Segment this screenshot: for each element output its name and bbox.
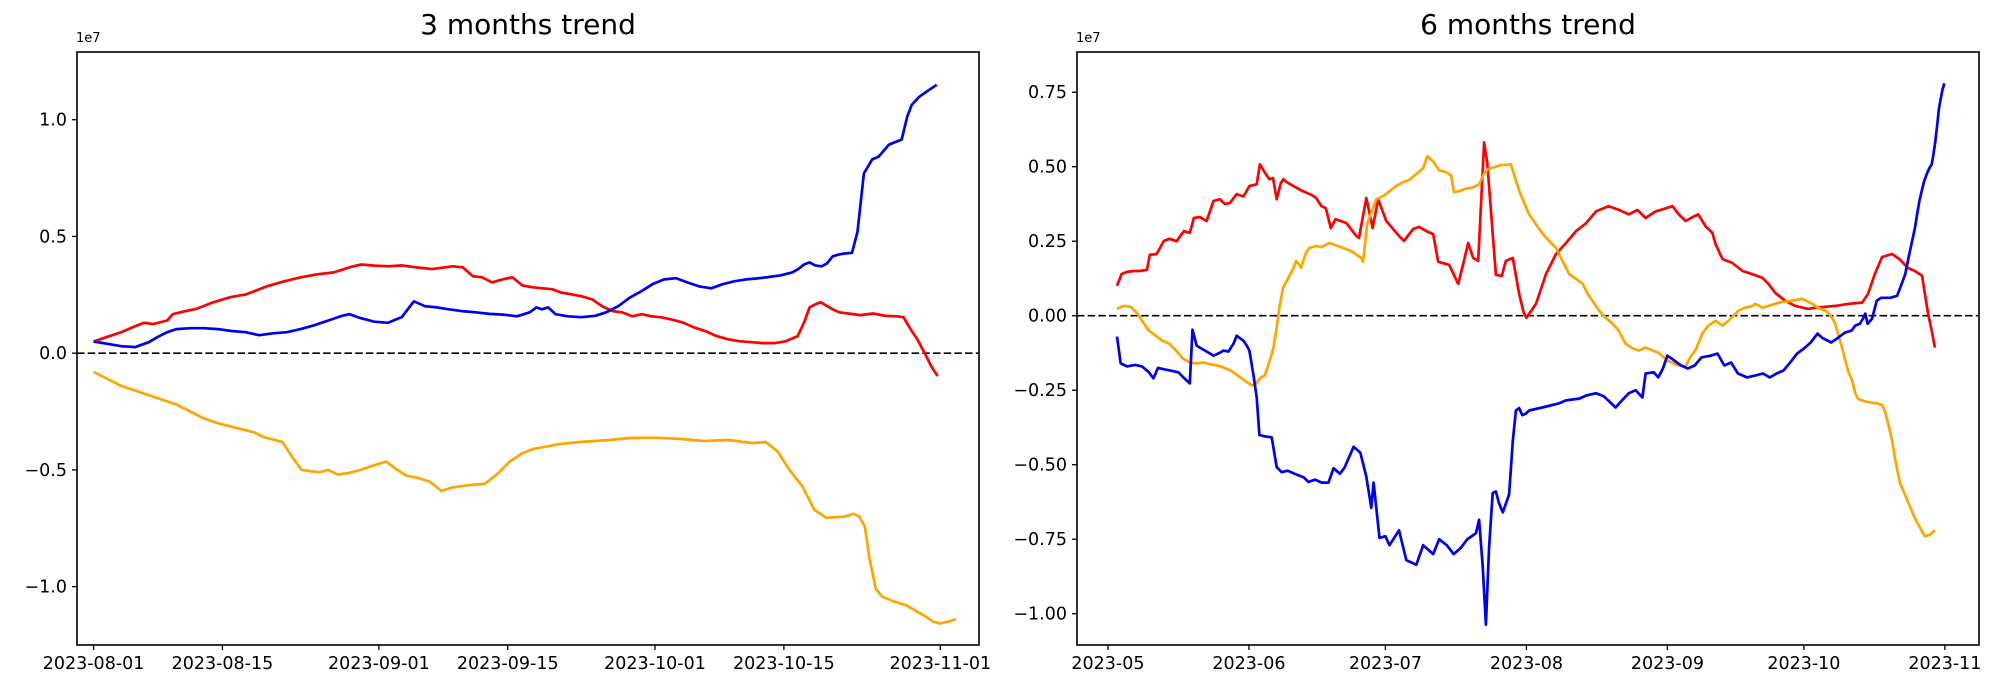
y-axis-offset-label: 1e7: [1076, 31, 1101, 46]
y-axis-offset-label: 1e7: [76, 31, 101, 46]
series-line-red: [93, 263, 939, 377]
x-tick-label: 2023-05: [1071, 654, 1144, 674]
y-tick-label: −0.50: [1013, 456, 1067, 476]
x-tick-label: 2023-07: [1349, 654, 1422, 674]
x-tick-label: 2023-08-01: [43, 654, 145, 674]
y-tick-label: 0.5: [39, 227, 67, 247]
y-tick-label: 1.0: [39, 111, 67, 131]
y-tick-label: 0.00: [1028, 307, 1067, 327]
series-line-orange: [92, 370, 957, 625]
x-tick-label: 2023-09: [1631, 654, 1704, 674]
chart-canvas-6-months: 2023-05 2023-06 2023-07 2023-08 2023-09 2023-…: [1013, 51, 1981, 674]
x-tick-label: 2023-08: [1490, 654, 1563, 674]
axes-frame: [76, 51, 980, 646]
x-tick-label: 2023-09-15: [457, 654, 559, 674]
series-line-blue: [1115, 82, 1946, 627]
x-tick-label: 2023-09-01: [328, 654, 430, 674]
chart-title-6-months: 6 months trend: [1420, 8, 1636, 41]
chart-panel-3-months: 3 months trend 1e7 2023-08-01 2023-08-15 2…: [25, 8, 992, 674]
axes-frame: [1076, 51, 1980, 646]
series-line-blue: [93, 83, 938, 349]
series-line-orange: [1116, 154, 1936, 538]
y-tick-label: 0.0: [39, 344, 67, 364]
y-tick-label: 0.75: [1028, 83, 1067, 103]
chart-title-3-months: 3 months trend: [420, 8, 636, 41]
x-tick-label: 2023-10: [1767, 654, 1840, 674]
series-line-red: [1115, 140, 1937, 348]
y-tick-label: 0.25: [1028, 232, 1067, 252]
x-tick-label: 2023-06: [1212, 654, 1285, 674]
x-tick-label: 2023-10-01: [604, 654, 706, 674]
x-tick-label: 2023-11: [1908, 654, 1981, 674]
x-tick-label: 2023-08-15: [172, 654, 274, 674]
y-tick-label: 0.50: [1028, 158, 1067, 178]
y-tick-label: −1.00: [1013, 605, 1067, 625]
x-tick-label: 2023-11-01: [889, 654, 991, 674]
chart-panel-6-months: 6 months trend 1e7 2023-05 2023-06 2023-07…: [1000, 0, 2000, 700]
y-tick-label: −1.0: [25, 578, 68, 598]
chart-canvas-3-months: 2023-08-01 2023-08-15 2023-09-01 2023-09-15…: [25, 51, 991, 674]
y-tick-label: −0.5: [25, 461, 68, 481]
x-tick-label: 2023-10-15: [733, 654, 835, 674]
y-tick-label: −0.75: [1013, 530, 1067, 550]
y-tick-label: −0.25: [1013, 381, 1067, 401]
